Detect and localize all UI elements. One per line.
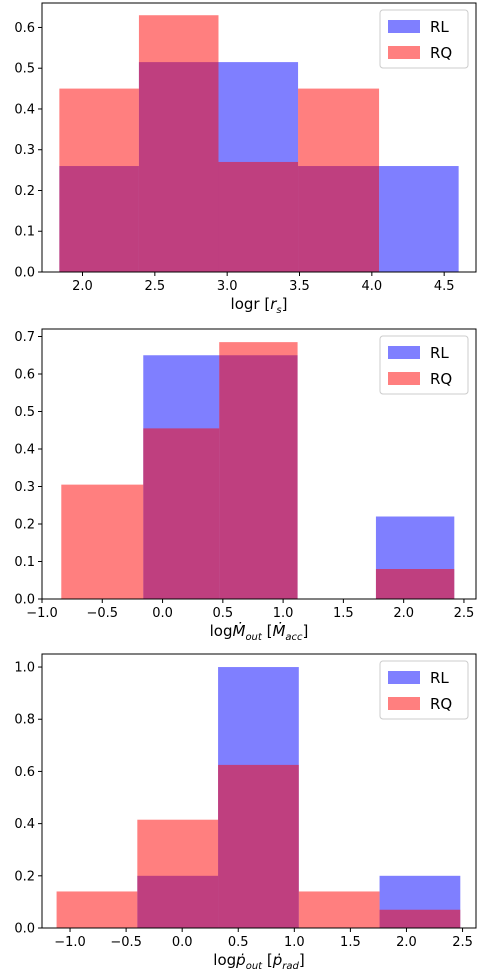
y-tick-label: 0.1 (14, 225, 35, 240)
y-tick-label: 0.4 (14, 443, 35, 458)
y-tick-label: 0.2 (14, 869, 35, 884)
x-tick-label: 2.0 (72, 279, 93, 294)
legend-swatch-rq (388, 46, 420, 59)
y-tick-label: 0.3 (14, 480, 35, 495)
y-tick-label: 0.0 (14, 922, 35, 937)
legend-label-rq: RQ (430, 695, 452, 713)
y-tick-label: 0.7 (14, 330, 35, 345)
series-rq (56, 764, 461, 928)
bar-rq-2 (218, 764, 299, 928)
y-tick-label: 0.1 (14, 555, 35, 570)
bar-rq-1 (138, 15, 219, 273)
y-tick-label: 0.5 (14, 62, 35, 77)
x-tick-label: 1.0 (284, 935, 305, 950)
y-tick-label: 0.6 (14, 368, 35, 383)
y-tick-label: 0.2 (14, 184, 35, 199)
x-tick-label: 3.5 (289, 279, 310, 294)
y-tick-label: 0.3 (14, 143, 35, 158)
x-tick-label: −1.0 (26, 606, 58, 621)
histogram-logr: 0.0 0.1 0.2 0.3 0.4 0.5 0.6 2.0 2.5 3.0 3.5 4.0 4.5 l… (14, 2, 477, 316)
x-tick-label: 2.5 (454, 606, 475, 621)
x-axis-label: logṗout [ṗrad] (213, 951, 304, 972)
legend-label-rl: RL (430, 669, 449, 687)
legend-label-rl: RL (430, 344, 449, 362)
plot-frame (41, 328, 477, 600)
bar-rq-4 (375, 569, 455, 599)
x-tick-label: 1.5 (340, 935, 361, 950)
y-tick-label: 0.6 (14, 765, 35, 780)
x-tick-label: 2.0 (393, 606, 414, 621)
bar-rq-0 (56, 891, 138, 928)
legend-swatch-rq (388, 372, 420, 385)
legend-swatch-rq (388, 697, 420, 710)
legend: RL RQ (379, 335, 469, 395)
x-tick-label: 1.5 (333, 606, 354, 621)
x-tick-label: 2.5 (144, 279, 165, 294)
legend: RL RQ (379, 9, 469, 69)
x-tick-label: 4.0 (361, 279, 382, 294)
x-tick-label: 0.5 (212, 606, 233, 621)
legend-swatch-rl (388, 346, 420, 359)
legend-swatch-rl (388, 671, 420, 684)
y-tick-label: 1.0 (14, 661, 35, 676)
bar-rq-1 (143, 428, 220, 599)
series-rq (61, 342, 455, 599)
x-axis-label: logr [rs] (231, 295, 288, 316)
x-tick-label: −0.5 (86, 606, 118, 621)
y-tick-label: 0.4 (14, 817, 35, 832)
y-tick-label: 0.0 (14, 593, 35, 608)
x-tick-label: 1.0 (273, 606, 294, 621)
x-tick-label: 0.0 (152, 606, 173, 621)
legend-swatch-rl (388, 20, 420, 33)
series-rq (59, 15, 380, 273)
y-tick-label: 0.6 (14, 21, 35, 36)
y-tick-label: 0.4 (14, 102, 35, 117)
x-tick-label: 0.0 (172, 935, 193, 950)
legend-label-rl: RL (430, 18, 449, 36)
legend-label-rq: RQ (430, 370, 452, 388)
x-tick-label: 3.0 (217, 279, 238, 294)
x-axis-label: logṀout [Ṁacc] (210, 621, 309, 643)
x-tick-label: 2.0 (396, 935, 417, 950)
x-tick-label: 0.5 (228, 935, 249, 950)
histogram-pdot-out: 0.0 0.2 0.4 0.6 0.8 1.0 −1.0 −0.5 0.0 0.5 1.0 1.5 2.… (14, 653, 477, 972)
legend: RL RQ (379, 660, 469, 720)
bar-rq-1 (137, 819, 219, 928)
plot-frame (41, 2, 477, 273)
bar-rq-0 (59, 88, 139, 272)
y-tick-label: 0.0 (14, 266, 35, 281)
y-tick-label: 0.8 (14, 713, 35, 728)
x-tick-label: 4.5 (434, 279, 455, 294)
bar-rl-4 (379, 166, 459, 272)
plot-frame (41, 653, 477, 929)
legend-box (379, 660, 469, 720)
y-tick-label: 0.2 (14, 518, 35, 533)
bar-rq-4 (379, 909, 461, 928)
legend-label-rq: RQ (430, 44, 452, 62)
x-tick-label: 2.5 (452, 935, 473, 950)
histogram-mdot-out: 0.0 0.1 0.2 0.3 0.4 0.5 0.6 0.7 −1.0 −0.5 0.0 0.5 1.… (14, 328, 477, 643)
bar-rq-2 (218, 161, 299, 272)
bar-rq-3 (298, 88, 380, 272)
bar-rq-2 (219, 342, 298, 599)
bar-rq-3 (298, 891, 380, 928)
bar-rq-0 (61, 484, 144, 599)
y-tick-label: 0.5 (14, 405, 35, 420)
legend-box (379, 335, 469, 395)
x-tick-label: −0.5 (110, 935, 142, 950)
legend-box (379, 9, 469, 69)
x-tick-label: −1.0 (54, 935, 86, 950)
